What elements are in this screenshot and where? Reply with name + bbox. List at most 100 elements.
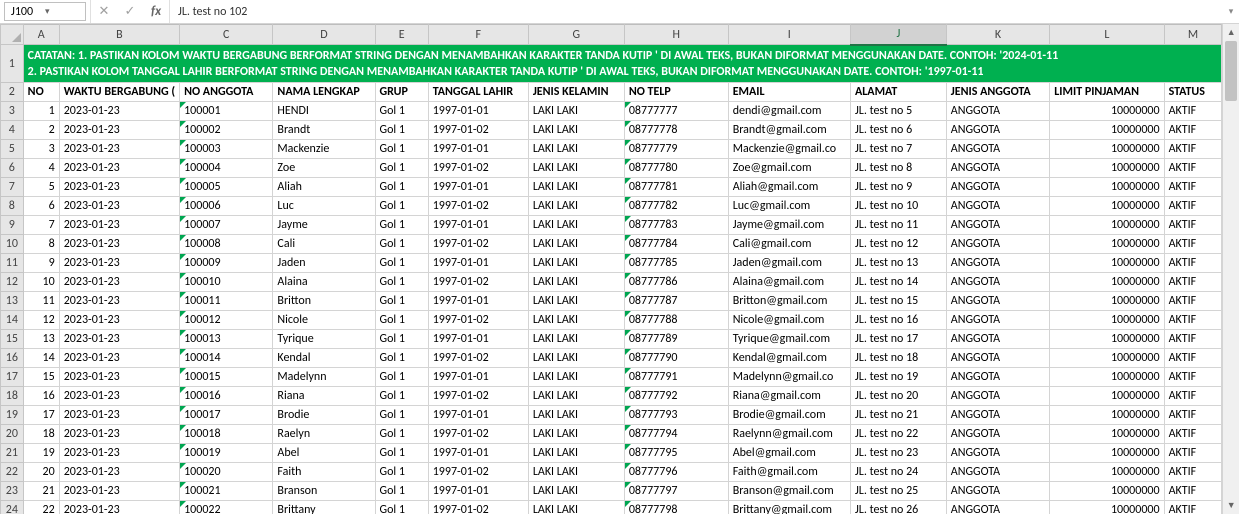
cell[interactable]: 1997-01-02 xyxy=(428,159,528,178)
cell[interactable]: 08777787 xyxy=(624,292,728,311)
row-header[interactable]: 20 xyxy=(1,425,24,444)
cell[interactable]: JL. test no 18 xyxy=(850,349,946,368)
cell[interactable]: AKTIF xyxy=(1164,368,1222,387)
cell[interactable]: 19 xyxy=(23,444,59,463)
column-header-K[interactable]: K xyxy=(946,25,1049,45)
cell[interactable]: Gol 1 xyxy=(375,273,428,292)
table-header-cell[interactable]: STATUS xyxy=(1164,83,1222,102)
table-header-cell[interactable]: ALAMAT xyxy=(850,83,946,102)
cell[interactable]: JL. test no 14 xyxy=(850,273,946,292)
confirm-button[interactable]: ✓ xyxy=(117,0,143,23)
row-header[interactable]: 21 xyxy=(1,444,24,463)
cell[interactable]: JL. test no 12 xyxy=(850,235,946,254)
cell[interactable]: Nicole xyxy=(273,311,375,330)
row-header[interactable]: 23 xyxy=(1,482,24,501)
cell[interactable]: JL. test no 10 xyxy=(850,197,946,216)
cell[interactable]: ANGGOTA xyxy=(946,463,1049,482)
cell[interactable]: 08777789 xyxy=(624,330,728,349)
cell[interactable]: ANGGOTA xyxy=(946,140,1049,159)
row-header[interactable]: 13 xyxy=(1,292,24,311)
cell[interactable]: 14 xyxy=(23,349,59,368)
cell[interactable]: 5 xyxy=(23,178,59,197)
cell[interactable]: Madelynn@gmail.co xyxy=(728,368,850,387)
cell[interactable]: 10000000 xyxy=(1050,197,1164,216)
cell[interactable]: 1997-01-01 xyxy=(428,216,528,235)
cell[interactable]: 1997-01-01 xyxy=(428,444,528,463)
cell[interactable]: 10000000 xyxy=(1050,121,1164,140)
cell[interactable]: LAKI LAKI xyxy=(528,254,624,273)
cell[interactable]: Gol 1 xyxy=(375,463,428,482)
column-header-M[interactable]: M xyxy=(1164,25,1222,45)
cell[interactable]: 08777779 xyxy=(624,140,728,159)
cell[interactable]: AKTIF xyxy=(1164,178,1222,197)
cell[interactable]: 10000000 xyxy=(1050,159,1164,178)
cell[interactable]: Aliah@gmail.com xyxy=(728,178,850,197)
cell[interactable]: ANGGOTA xyxy=(946,387,1049,406)
cell[interactable]: AKTIF xyxy=(1164,216,1222,235)
table-header-cell[interactable]: JENIS KELAMIN xyxy=(528,83,624,102)
cell[interactable]: Jaden xyxy=(273,254,375,273)
cell[interactable]: LAKI LAKI xyxy=(528,216,624,235)
cell[interactable]: 100022 xyxy=(180,501,273,514)
cell[interactable]: JL. test no 23 xyxy=(850,444,946,463)
cell[interactable]: AKTIF xyxy=(1164,463,1222,482)
cell[interactable]: 2023-01-23 xyxy=(59,444,179,463)
cell[interactable]: Tyrique xyxy=(273,330,375,349)
cell[interactable]: Raelyn xyxy=(273,425,375,444)
cell[interactable]: Jayme xyxy=(273,216,375,235)
table-header-cell[interactable]: NO xyxy=(23,83,59,102)
cell[interactable]: AKTIF xyxy=(1164,501,1222,514)
cell[interactable]: ANGGOTA xyxy=(946,197,1049,216)
cell[interactable]: 1997-01-01 xyxy=(428,292,528,311)
cell[interactable]: 100016 xyxy=(180,387,273,406)
cell[interactable]: 8 xyxy=(23,235,59,254)
cell[interactable]: 4 xyxy=(23,159,59,178)
cell[interactable]: AKTIF xyxy=(1164,140,1222,159)
cell[interactable]: AKTIF xyxy=(1164,197,1222,216)
cell[interactable]: 100021 xyxy=(180,482,273,501)
cell[interactable]: 2023-01-23 xyxy=(59,140,179,159)
table-header-cell[interactable]: EMAIL xyxy=(728,83,850,102)
cell[interactable]: 08777786 xyxy=(624,273,728,292)
cell[interactable]: 1997-01-02 xyxy=(428,387,528,406)
cell[interactable]: LAKI LAKI xyxy=(528,273,624,292)
column-header-F[interactable]: F xyxy=(428,25,528,45)
cell[interactable]: 100019 xyxy=(180,444,273,463)
cell[interactable]: 7 xyxy=(23,216,59,235)
cell[interactable]: 1997-01-02 xyxy=(428,501,528,514)
cell[interactable]: 08777795 xyxy=(624,444,728,463)
cell[interactable]: 2023-01-23 xyxy=(59,349,179,368)
cell[interactable]: LAKI LAKI xyxy=(528,178,624,197)
cell[interactable]: 6 xyxy=(23,197,59,216)
cell[interactable]: JL. test no 25 xyxy=(850,482,946,501)
cell[interactable]: 2023-01-23 xyxy=(59,197,179,216)
cell[interactable]: 2023-01-23 xyxy=(59,292,179,311)
cell[interactable]: LAKI LAKI xyxy=(528,349,624,368)
cell[interactable]: LAKI LAKI xyxy=(528,463,624,482)
cell[interactable]: Jaden@gmail.com xyxy=(728,254,850,273)
cell[interactable]: 08777780 xyxy=(624,159,728,178)
cell[interactable]: 100002 xyxy=(180,121,273,140)
cell[interactable]: LAKI LAKI xyxy=(528,311,624,330)
cell[interactable]: Gol 1 xyxy=(375,121,428,140)
cell[interactable]: Gol 1 xyxy=(375,311,428,330)
cell[interactable]: 2023-01-23 xyxy=(59,330,179,349)
cell[interactable]: ANGGOTA xyxy=(946,102,1049,121)
cell[interactable]: JL. test no 8 xyxy=(850,159,946,178)
cell[interactable]: LAKI LAKI xyxy=(528,482,624,501)
cell[interactable]: 10000000 xyxy=(1050,387,1164,406)
cell[interactable]: 100010 xyxy=(180,273,273,292)
cell[interactable]: Aliah xyxy=(273,178,375,197)
cell[interactable]: AKTIF xyxy=(1164,482,1222,501)
cell[interactable]: ANGGOTA xyxy=(946,159,1049,178)
cell[interactable]: Britton@gmail.com xyxy=(728,292,850,311)
cell[interactable]: 10000000 xyxy=(1050,406,1164,425)
table-header-cell[interactable]: GRUP xyxy=(375,83,428,102)
cell[interactable]: ANGGOTA xyxy=(946,349,1049,368)
cell[interactable]: 100001 xyxy=(180,102,273,121)
cell[interactable]: 1997-01-01 xyxy=(428,102,528,121)
cell[interactable]: LAKI LAKI xyxy=(528,197,624,216)
cell[interactable]: Cali xyxy=(273,235,375,254)
cell[interactable]: JL. test no 17 xyxy=(850,330,946,349)
cell[interactable]: Gol 1 xyxy=(375,368,428,387)
